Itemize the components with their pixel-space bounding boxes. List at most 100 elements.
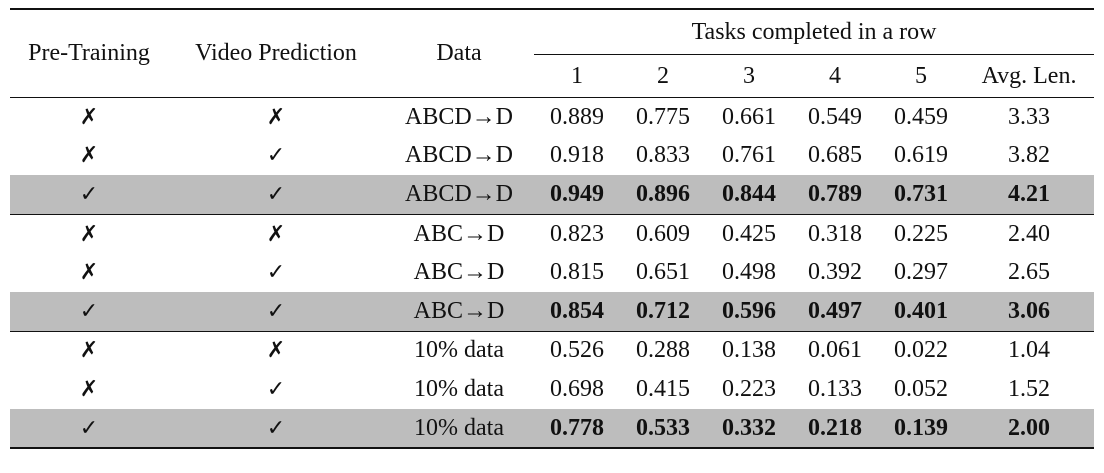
header-pretraining: Pre-Training [10, 8, 168, 98]
header-task-3: 3 [706, 54, 792, 98]
value-cell: 0.918 [550, 142, 604, 169]
video-prediction-cell: ✓ [266, 143, 286, 169]
avg-len-cell: 3.06 [964, 291, 1095, 332]
value-cell: 0.225 [894, 220, 948, 247]
value-cell: 0.526 [550, 337, 604, 364]
header-task-4: 4 [792, 54, 878, 98]
avg-len-cell: 2.40 [1008, 220, 1051, 247]
data-cell: 10% data [414, 375, 504, 402]
avg-len-cell: 2.00 [964, 408, 1095, 450]
value-cell: 0.731 [878, 175, 964, 215]
value-cell: 0.778 [534, 408, 620, 450]
video-prediction-cell: ✓ [266, 260, 286, 286]
value-cell: 0.844 [706, 175, 792, 215]
value-cell: 0.297 [894, 259, 948, 286]
value-cell: 0.533 [620, 408, 706, 450]
video-prediction-cell: ✗ [266, 104, 286, 130]
pretraining-cell: ✗ [79, 260, 99, 286]
pretraining-cell: ✗ [79, 143, 99, 169]
value-cell: 0.698 [550, 375, 604, 402]
value-cell: 0.218 [792, 408, 878, 450]
pretraining-cell: ✓ [10, 291, 168, 332]
pretraining-cell: ✓ [10, 175, 168, 215]
value-cell: 0.139 [878, 408, 964, 450]
value-cell: 0.609 [636, 220, 690, 247]
video-prediction-cell: ✓ [168, 175, 384, 215]
value-cell: 0.889 [550, 103, 604, 130]
data-cell: ABC→D [413, 220, 505, 247]
data-cell: 10% data [414, 337, 504, 364]
table-row: ✗ ✗ 10% data 0.526 0.288 0.138 0.061 0.0… [10, 331, 1094, 370]
value-cell: 0.288 [636, 337, 690, 364]
data-cell: ABC→D [384, 291, 534, 332]
value-cell: 0.661 [722, 103, 776, 130]
value-cell: 0.619 [894, 142, 948, 169]
data-cell: 10% data [384, 408, 534, 450]
value-cell: 0.022 [894, 337, 948, 364]
value-cell: 0.761 [722, 142, 776, 169]
avg-len-cell: 3.33 [1008, 103, 1051, 130]
avg-len-cell: 2.65 [1008, 259, 1051, 286]
value-cell: 0.854 [534, 291, 620, 332]
value-cell: 0.392 [808, 259, 862, 286]
value-cell: 0.896 [620, 175, 706, 215]
header-data: Data [384, 8, 534, 98]
value-cell: 0.401 [878, 291, 964, 332]
value-cell: 0.775 [636, 103, 690, 130]
value-cell: 0.497 [792, 291, 878, 332]
pretraining-cell: ✓ [10, 408, 168, 450]
video-prediction-cell: ✓ [168, 291, 384, 332]
value-cell: 0.789 [792, 175, 878, 215]
header-task-1: 1 [534, 54, 620, 98]
value-cell: 0.549 [808, 103, 862, 130]
pretraining-cell: ✗ [79, 376, 99, 402]
value-cell: 0.133 [808, 375, 862, 402]
value-cell: 0.815 [550, 259, 604, 286]
video-prediction-cell: ✗ [266, 221, 286, 247]
data-cell: ABC→D [413, 259, 505, 286]
pretraining-cell: ✗ [79, 338, 99, 364]
value-cell: 0.459 [894, 103, 948, 130]
results-table-container: Pre-Training Video Prediction Data Tasks… [10, 8, 1095, 450]
table-row-highlighted: ✓ ✓ ABCD→D 0.949 0.896 0.844 0.789 0.731… [10, 175, 1095, 215]
results-table: Pre-Training Video Prediction Data Tasks… [10, 8, 1095, 450]
pretraining-cell: ✗ [79, 221, 99, 247]
header-task-2: 2 [620, 54, 706, 98]
value-cell: 0.223 [722, 375, 776, 402]
avg-len-cell: 4.21 [964, 175, 1095, 215]
header-avg-len: Avg. Len. [964, 54, 1095, 98]
table-row-highlighted: ✓ ✓ ABC→D 0.854 0.712 0.596 0.497 0.401 … [10, 291, 1095, 332]
table-row: ✗ ✓ ABCD→D 0.918 0.833 0.761 0.685 0.619… [10, 137, 1094, 176]
value-cell: 0.949 [534, 175, 620, 215]
avg-len-cell: 1.52 [1008, 375, 1051, 402]
value-cell: 0.596 [706, 291, 792, 332]
header-tasks-group: Tasks completed in a row [534, 8, 1095, 55]
value-cell: 0.685 [808, 142, 862, 169]
table-row: ✗ ✓ 10% data 0.698 0.415 0.223 0.133 0.0… [10, 370, 1094, 409]
value-cell: 0.052 [894, 375, 948, 402]
value-cell: 0.425 [722, 220, 776, 247]
data-cell: ABCD→D [404, 142, 513, 169]
table-row: ✗ ✗ ABC→D 0.823 0.609 0.425 0.318 0.225 … [10, 214, 1094, 253]
value-cell: 0.498 [722, 259, 776, 286]
avg-len-cell: 3.82 [1008, 142, 1051, 169]
pretraining-cell: ✗ [79, 104, 99, 130]
video-prediction-cell: ✓ [266, 376, 286, 402]
value-cell: 0.712 [620, 291, 706, 332]
value-cell: 0.823 [550, 220, 604, 247]
video-prediction-cell: ✗ [266, 338, 286, 364]
avg-len-cell: 1.04 [1008, 337, 1051, 364]
value-cell: 0.833 [636, 142, 690, 169]
video-prediction-cell: ✓ [168, 408, 384, 450]
data-cell: ABCD→D [404, 103, 513, 130]
header-video-prediction: Video Prediction [168, 8, 384, 98]
value-cell: 0.318 [808, 220, 862, 247]
value-cell: 0.061 [808, 337, 862, 364]
header-task-5: 5 [878, 54, 964, 98]
value-cell: 0.415 [636, 375, 690, 402]
table-row: ✗ ✗ ABCD→D 0.889 0.775 0.661 0.549 0.459… [10, 98, 1094, 137]
value-cell: 0.332 [706, 408, 792, 450]
table-row-highlighted: ✓ ✓ 10% data 0.778 0.533 0.332 0.218 0.1… [10, 408, 1095, 450]
data-cell: ABCD→D [384, 175, 534, 215]
value-cell: 0.651 [636, 259, 690, 286]
